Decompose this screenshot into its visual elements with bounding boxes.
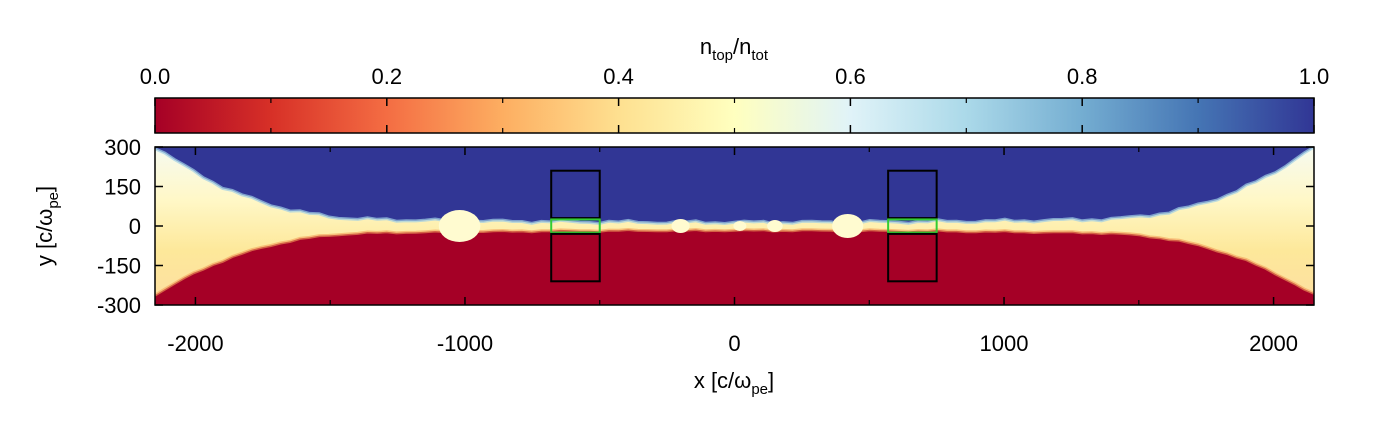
x-tick-label: 1000 (980, 331, 1029, 356)
left-middle-box (550, 218, 601, 234)
x-tick-labels: -2000 -1000 0 1000 2000 (167, 331, 1298, 356)
right-lower-box (887, 232, 938, 283)
x-tick-label: -1000 (437, 331, 493, 356)
colorbar-tick-label: 0.4 (603, 64, 634, 89)
x-tick-label: -2000 (167, 331, 223, 356)
y-axis-label: y [c/ωpe] (32, 186, 62, 266)
x-axis-label: x [c/ωpe] (694, 368, 774, 398)
left-upper-box (550, 169, 601, 220)
plasmoid (767, 220, 783, 232)
right-upper-box (887, 169, 938, 220)
plot-ticks (155, 146, 1314, 306)
plot-area (155, 147, 1314, 305)
y-tick-label: 150 (104, 175, 141, 200)
colorbar-tick-label: 0.8 (1067, 64, 1098, 89)
x-tick-label: 0 (728, 331, 740, 356)
colorbar-tick-label: 0.0 (140, 64, 171, 89)
plasmoid (671, 219, 690, 233)
colorbar-ticks (154, 98, 1315, 133)
left-lower-box (550, 232, 601, 283)
colorbar-tick-label: 0.6 (835, 64, 866, 89)
y-tick-label: -150 (97, 254, 141, 279)
x-tick-label: 2000 (1249, 331, 1298, 356)
upper-region (155, 147, 1314, 227)
y-tick-label: 300 (104, 135, 141, 160)
colorbar-tick-label: 1.0 (1299, 64, 1330, 89)
plasmoids (438, 210, 864, 242)
mixing-layer-top-edge (155, 147, 1314, 226)
right-middle-box (887, 218, 938, 234)
plasmoid (832, 214, 864, 238)
y-tick-label: -300 (97, 293, 141, 318)
colorbar-label: ntop/ntot (700, 34, 769, 64)
plasmoid (438, 210, 481, 242)
plasmoid (733, 221, 747, 231)
colorbar-tick-label: 0.2 (372, 64, 403, 89)
region-boxes (550, 169, 938, 283)
y-tick-labels: 300 150 0 -150 -300 (97, 135, 141, 318)
colorbar (154, 97, 1315, 134)
colorbar-tick-labels: 0.0 0.2 0.4 0.6 0.8 1.0 (140, 64, 1330, 89)
y-tick-label: 0 (129, 214, 141, 239)
mixing-layer-bottom-edge (155, 227, 1314, 297)
